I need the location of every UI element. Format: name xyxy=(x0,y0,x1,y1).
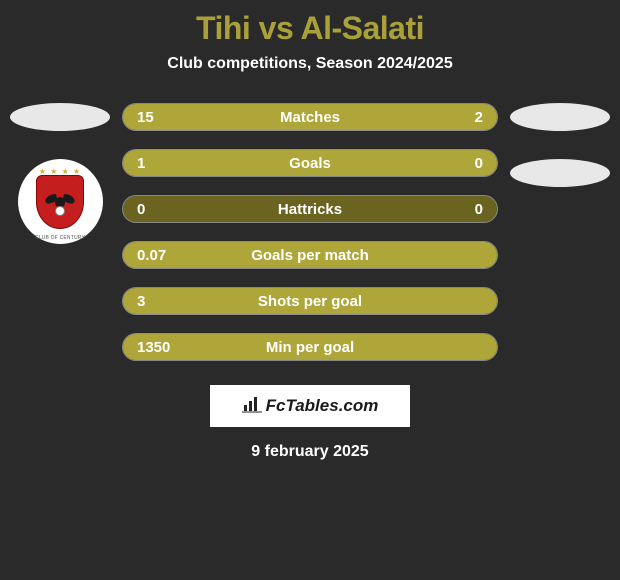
right-player-oval xyxy=(510,103,610,131)
badge-inscription: CLUB OF CENTURY xyxy=(35,235,85,241)
bar-fill-right xyxy=(407,104,497,130)
stat-left-value: 0.07 xyxy=(137,247,166,264)
stat-right-value: 0 xyxy=(475,201,483,218)
stat-bar: 3 Shots per goal xyxy=(122,287,498,315)
stat-left-value: 3 xyxy=(137,293,145,310)
stat-bar: 1 Goals 0 xyxy=(122,149,498,177)
stat-right-value: 2 xyxy=(475,109,483,126)
stat-left-value: 1 xyxy=(137,155,145,172)
left-column: ★ ★ ★ ★ CLUB OF CENTURY xyxy=(10,103,110,244)
right-column xyxy=(510,103,610,187)
right-club-oval xyxy=(510,159,610,187)
stat-label: Min per goal xyxy=(266,339,354,356)
chart-icon xyxy=(242,395,262,418)
ball-icon xyxy=(55,206,65,216)
left-player-oval xyxy=(10,103,110,131)
stat-label: Hattricks xyxy=(278,201,342,218)
stat-right-value: 0 xyxy=(475,155,483,172)
main-row: ★ ★ ★ ★ CLUB OF CENTURY 15 Matches 2 1 Goals… xyxy=(0,103,620,361)
stat-bar: 0 Hattricks 0 xyxy=(122,195,498,223)
stat-label: Goals per match xyxy=(251,247,369,264)
stat-label: Shots per goal xyxy=(258,293,362,310)
bar-fill-left xyxy=(123,104,407,130)
source-logo: FcTables.com xyxy=(210,385,410,427)
stats-bars: 15 Matches 2 1 Goals 0 0 Hattricks 0 0.07 Goals pe… xyxy=(122,103,498,361)
comparison-card: Tihi vs Al-Salati Club competitions, Sea… xyxy=(0,0,620,461)
stat-bar: 15 Matches 2 xyxy=(122,103,498,131)
stat-bar: 0.07 Goals per match xyxy=(122,241,498,269)
footer-date: 9 february 2025 xyxy=(251,443,368,461)
page-title: Tihi vs Al-Salati xyxy=(196,10,424,47)
left-club-badge: ★ ★ ★ ★ CLUB OF CENTURY xyxy=(18,159,103,244)
stat-left-value: 1350 xyxy=(137,339,170,356)
stat-left-value: 0 xyxy=(137,201,145,218)
stat-label: Matches xyxy=(280,109,340,126)
stat-left-value: 15 xyxy=(137,109,154,126)
page-subtitle: Club competitions, Season 2024/2025 xyxy=(167,55,452,73)
source-logo-text: FcTables.com xyxy=(266,396,379,416)
stat-bar: 1350 Min per goal xyxy=(122,333,498,361)
badge-shield-icon xyxy=(36,175,84,229)
stat-label: Goals xyxy=(289,155,331,172)
